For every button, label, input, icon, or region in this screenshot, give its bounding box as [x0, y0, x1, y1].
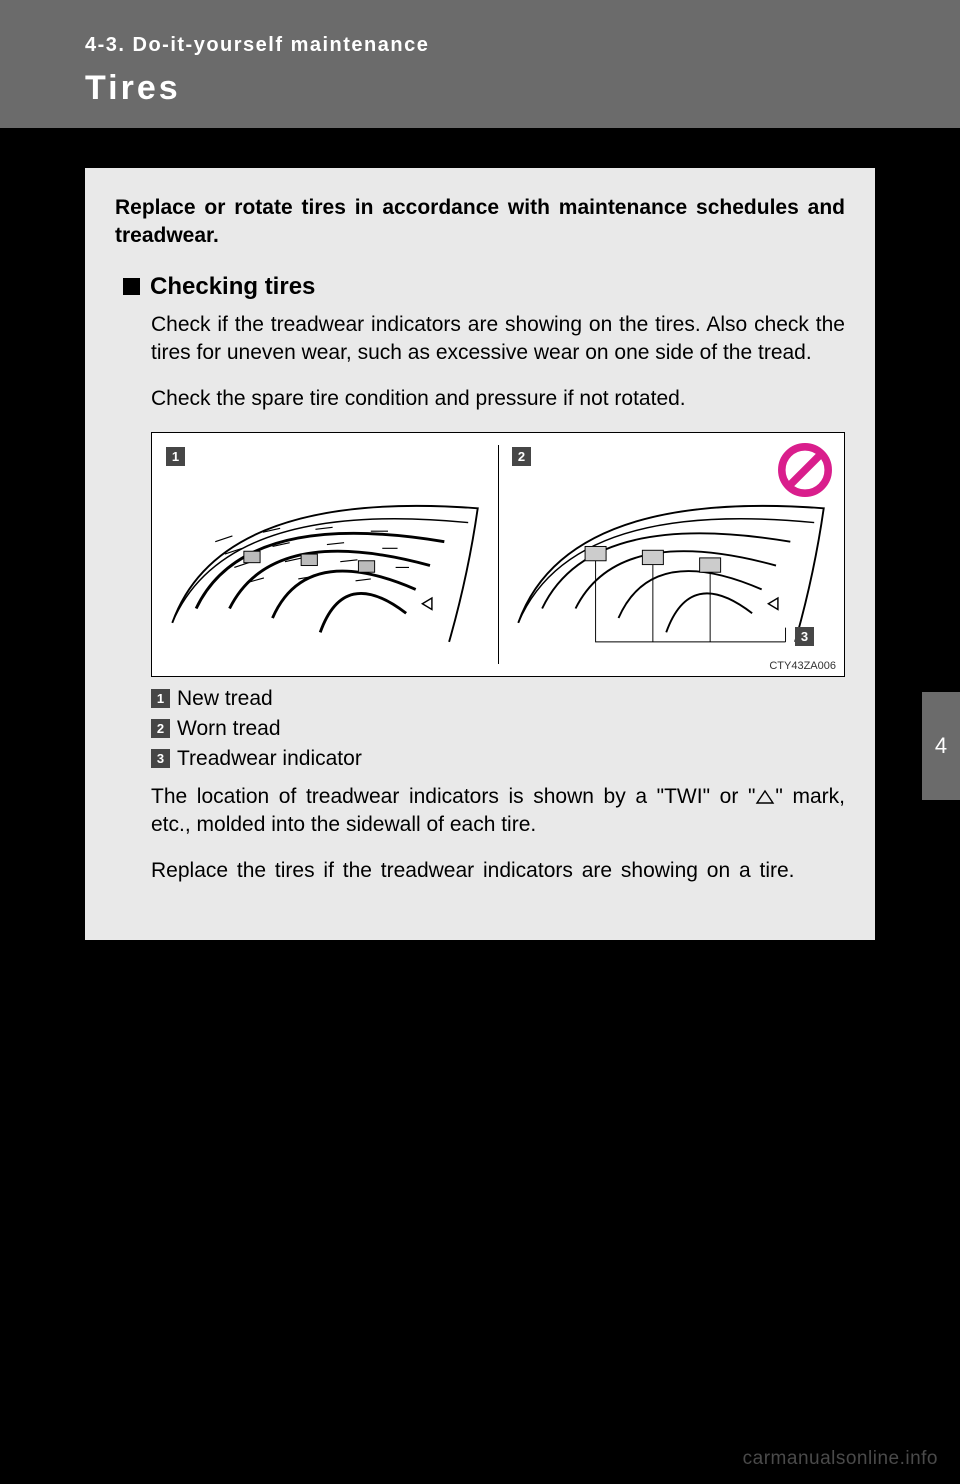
body-paragraph: Check if the treadwear indicators are sh… [151, 311, 845, 368]
text-fragment: The location of treadwear indicators is … [151, 785, 755, 808]
intro-text: Replace or rotate tires in accordance wi… [115, 194, 845, 251]
figure-code: CTY43ZA006 [769, 660, 836, 672]
header-section: 4-3. Do-it-yourself maintenance Tires [0, 0, 960, 128]
figure-left: 1 [152, 433, 498, 676]
legend-text-3: Treadwear indicator [177, 747, 362, 771]
body-paragraph: Check the spare tire condition and press… [151, 385, 845, 413]
legend-num-2: 2 [151, 719, 170, 738]
legend-row: 2 Worn tread [151, 717, 845, 741]
figure-box: 1 [151, 432, 845, 677]
prohibit-icon [776, 441, 834, 499]
body-paragraph: Replace the tires if the treadwear indic… [151, 857, 845, 885]
square-bullet-icon [123, 278, 140, 295]
body-paragraph: The location of treadwear indicators is … [151, 783, 845, 840]
chapter-label: 4-3. Do-it-yourself maintenance [85, 34, 960, 57]
legend-text-2: Worn tread [177, 717, 281, 741]
side-tab: 4 [922, 692, 960, 800]
figure-right: 2 3 [498, 433, 844, 676]
legend-row: 3 Treadwear indicator [151, 747, 845, 771]
section-heading: Checking tires [115, 273, 845, 301]
watermark: carmanualsonline.info [743, 1448, 938, 1470]
tire-new-icon [160, 451, 490, 661]
triangle-icon [755, 789, 775, 805]
legend-num-1: 1 [151, 689, 170, 708]
legend-row: 1 New tread [151, 687, 845, 711]
legend-text-1: New tread [177, 687, 273, 711]
heading-text: Checking tires [150, 273, 315, 301]
page-title: Tires [85, 69, 960, 108]
callout-3: 3 [795, 627, 814, 646]
legend-num-3: 3 [151, 749, 170, 768]
content-box: Replace or rotate tires in accordance wi… [85, 168, 875, 940]
